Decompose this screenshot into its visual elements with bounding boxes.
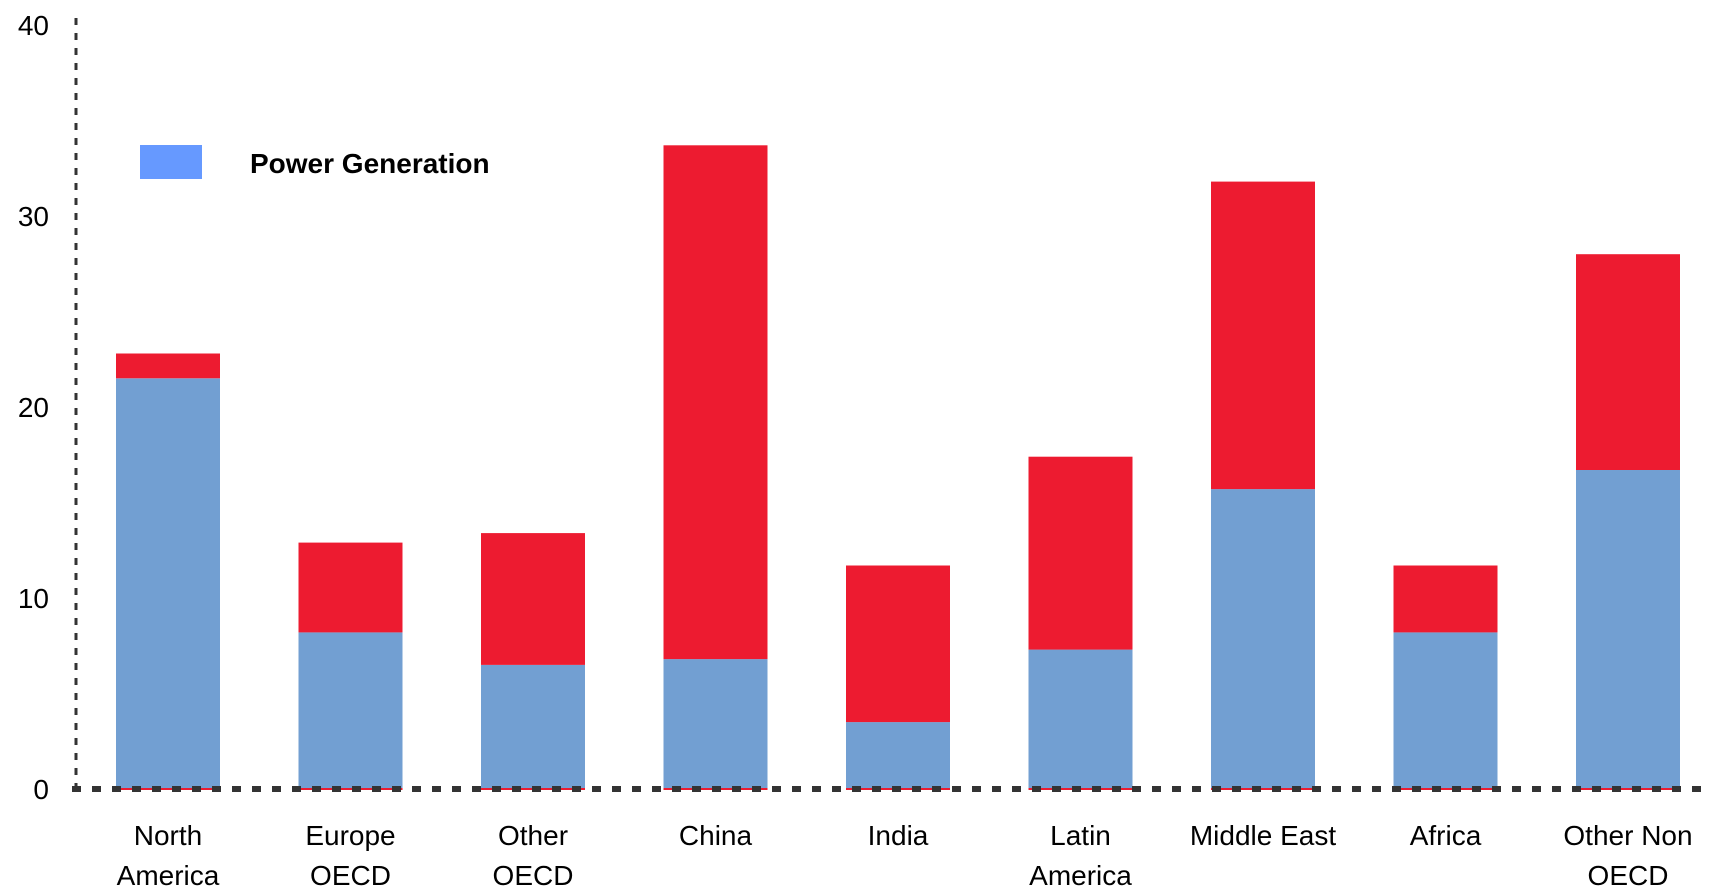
category-label-3: China bbox=[679, 820, 753, 851]
y-tick-label-0: 0 bbox=[33, 774, 49, 805]
category-label-0: North America bbox=[117, 820, 220, 891]
category-label-6: Middle East bbox=[1190, 820, 1337, 851]
bar-segment-series-2-3 bbox=[663, 145, 768, 660]
legend: Power Generation bbox=[140, 145, 490, 179]
category-label-2: Other OECD bbox=[493, 820, 574, 891]
bar-segment-series-2-4 bbox=[846, 565, 950, 723]
bar-segment-series-2-7 bbox=[1393, 565, 1498, 633]
bar-segment-series-2-6 bbox=[1211, 181, 1315, 490]
bar-segment-power-generation-6 bbox=[1211, 489, 1315, 789]
bar-segment-series-2-5 bbox=[1028, 456, 1133, 650]
bars-group bbox=[116, 145, 1680, 790]
category-label-1: Europe OECD bbox=[305, 820, 395, 891]
y-tick-labels: 0 10 20 30 40 bbox=[18, 10, 49, 805]
bar-segment-power-generation-5 bbox=[1028, 649, 1133, 789]
y-tick-label-1: 10 bbox=[18, 583, 49, 614]
y-tick-label-3: 30 bbox=[18, 201, 49, 232]
category-label-7: Africa bbox=[1410, 820, 1482, 851]
axes-group bbox=[72, 18, 1705, 792]
bar-baseline-6 bbox=[1211, 788, 1315, 790]
y-tick-label-2: 20 bbox=[18, 392, 49, 423]
bar-segment-power-generation-7 bbox=[1393, 632, 1498, 789]
bar-segment-series-2-1 bbox=[298, 542, 403, 633]
category-label-4: India bbox=[868, 820, 929, 851]
bar-baseline-8 bbox=[1576, 788, 1680, 790]
bar-segment-power-generation-4 bbox=[846, 722, 950, 789]
bar-segment-series-2-2 bbox=[481, 533, 585, 665]
category-label-8: Other Non OECD bbox=[1563, 820, 1692, 891]
legend-label: Power Generation bbox=[250, 148, 490, 179]
category-labels: North America Europe OECD Other OECD China Indi… bbox=[117, 820, 1693, 891]
bar-segment-series-2-8 bbox=[1576, 254, 1680, 470]
bar-baseline-0 bbox=[116, 788, 220, 790]
bar-baseline-1 bbox=[298, 788, 403, 790]
bar-segment-power-generation-1 bbox=[298, 632, 403, 789]
bar-baseline-7 bbox=[1393, 788, 1498, 790]
bar-segment-series-2-0 bbox=[116, 353, 220, 379]
bar-segment-power-generation-0 bbox=[116, 378, 220, 789]
bar-segment-power-generation-8 bbox=[1576, 470, 1680, 789]
bar-segment-power-generation-2 bbox=[481, 664, 585, 789]
y-tick-label-4: 40 bbox=[18, 10, 49, 41]
category-label-5: Latin America bbox=[1029, 820, 1132, 891]
legend-swatch bbox=[140, 145, 202, 179]
bar-segment-power-generation-3 bbox=[663, 659, 768, 789]
